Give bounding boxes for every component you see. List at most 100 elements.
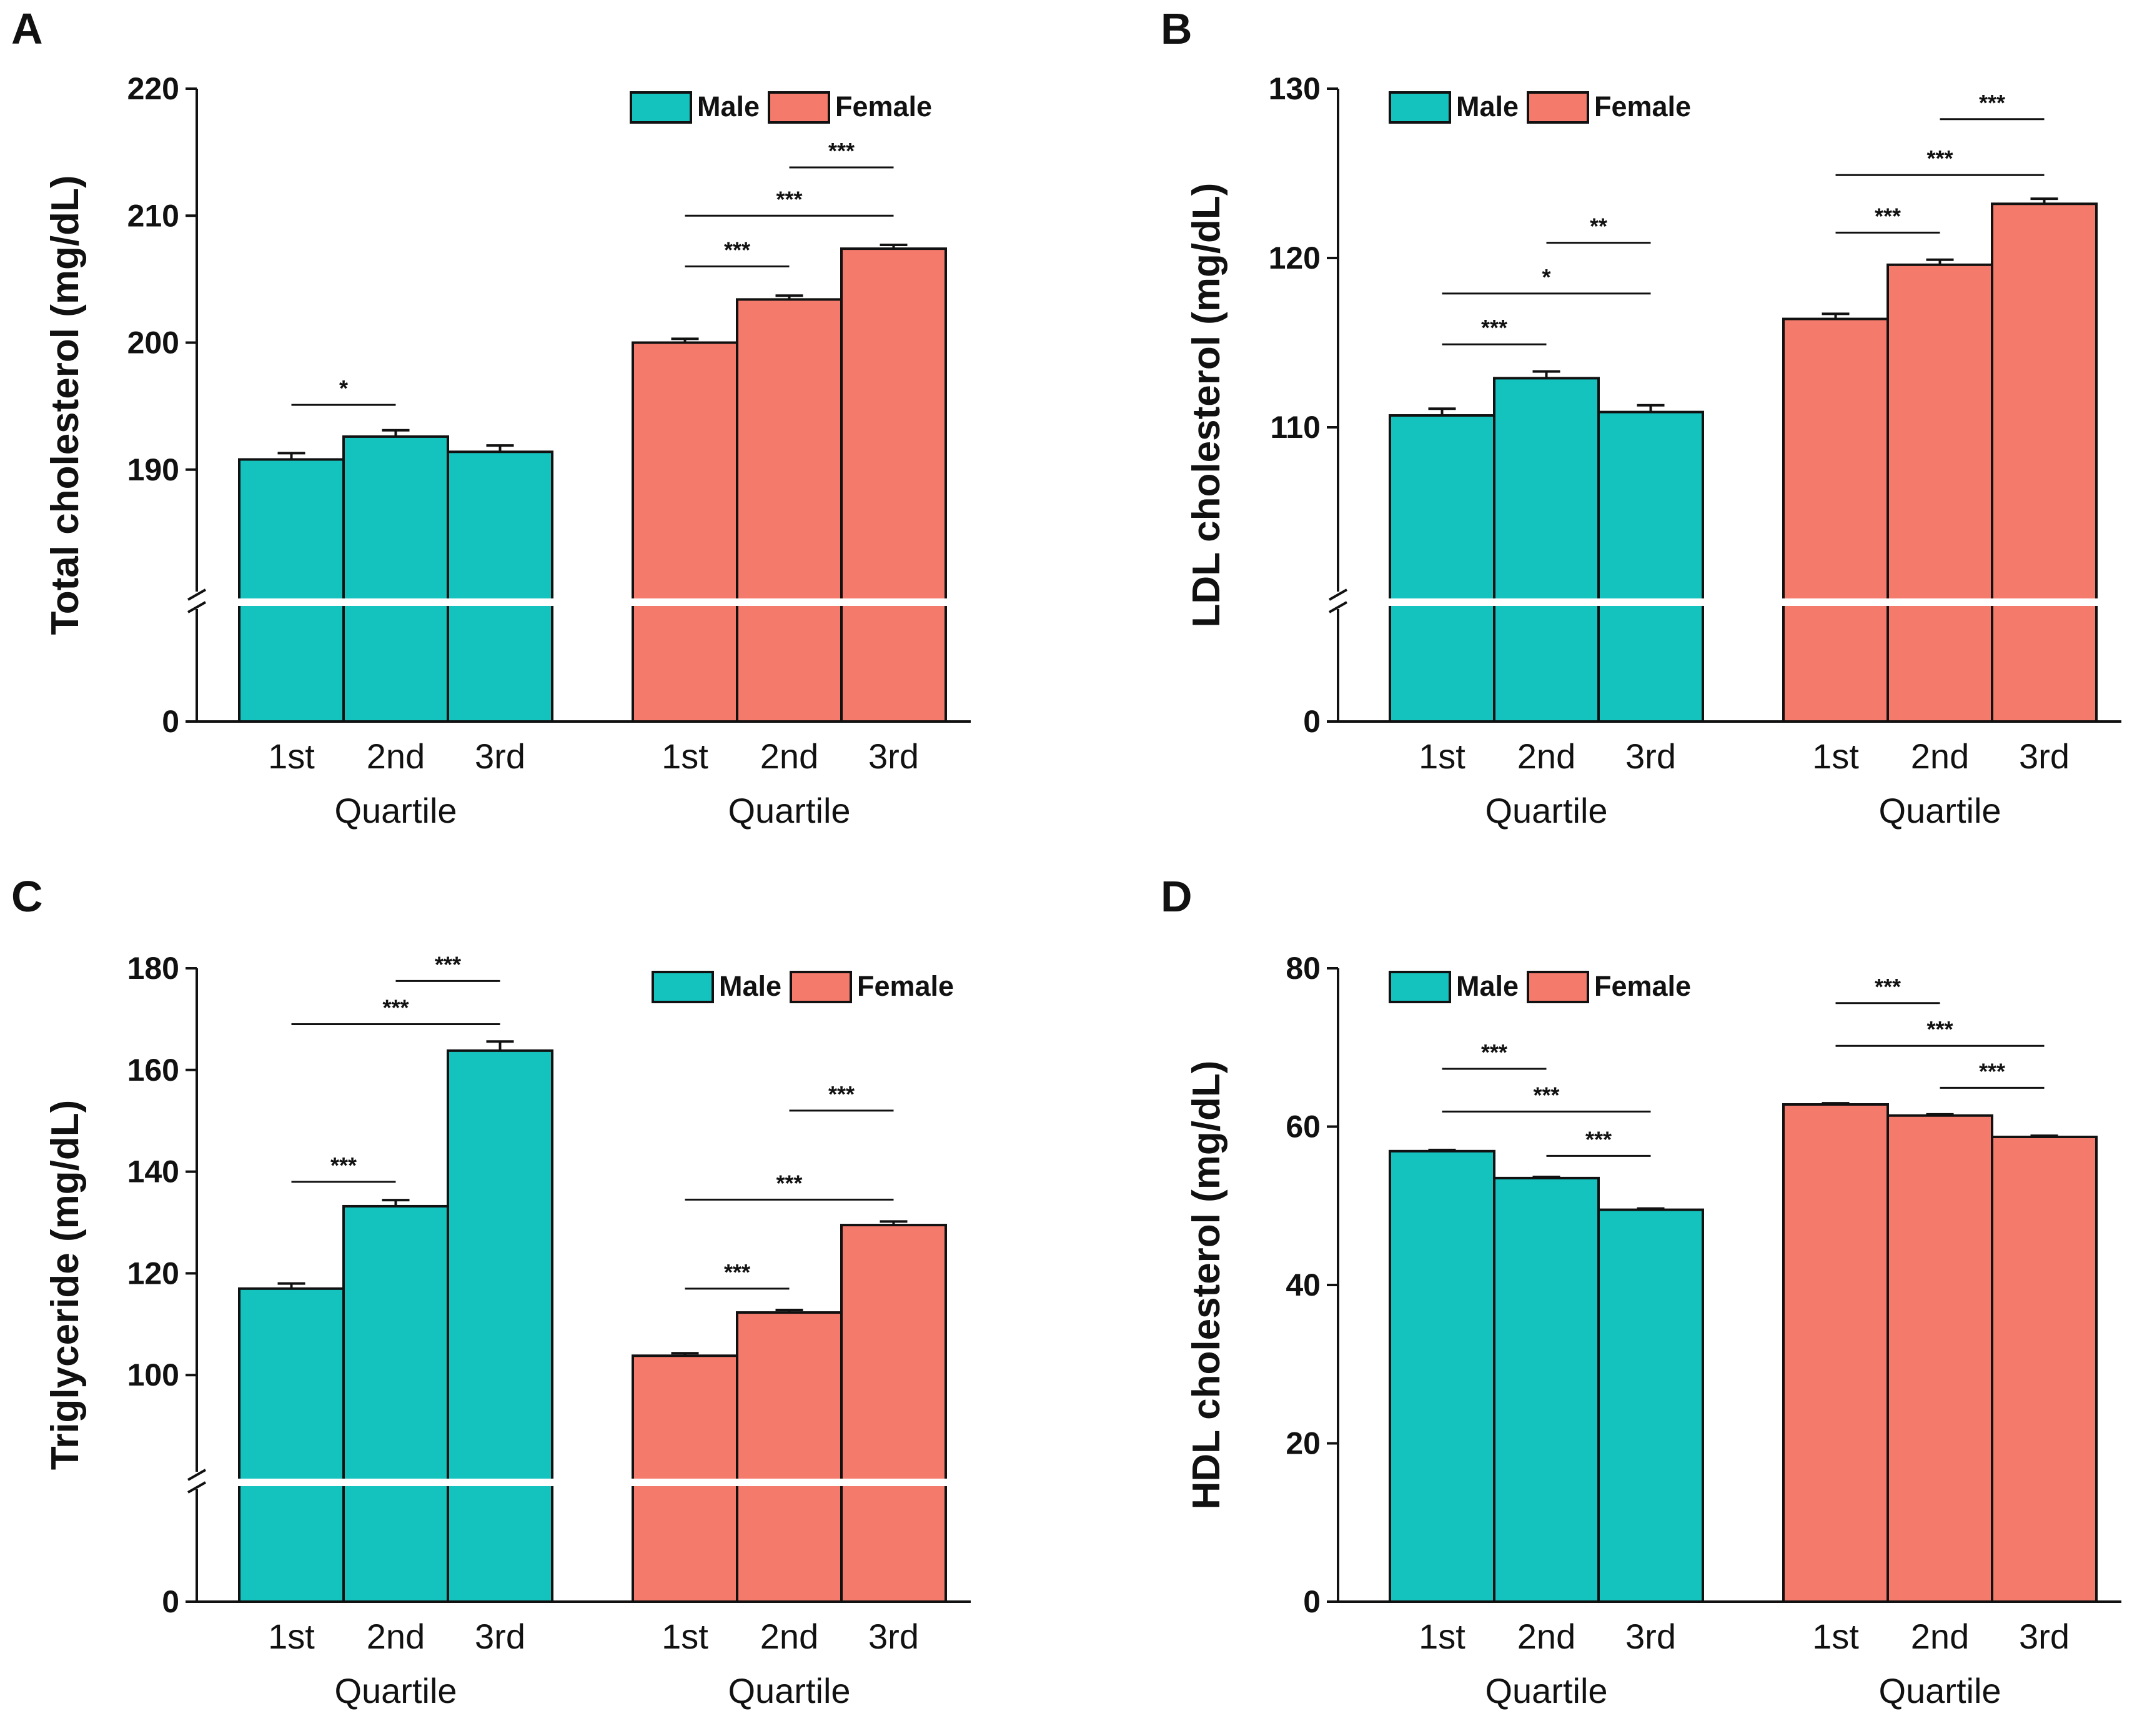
legend-swatch-male	[652, 971, 714, 1003]
y-tick-label: 100	[127, 1357, 179, 1392]
x-category-label: 1st	[1419, 1617, 1465, 1656]
significance-label: *	[339, 375, 348, 401]
significance-label: ***	[1585, 1126, 1612, 1152]
axis-break-mark	[187, 1481, 206, 1494]
significance-label: ***	[382, 995, 409, 1021]
panel-label: B	[1161, 4, 1193, 53]
panel-c: C 100 120 140 160 180 0 1st 2nd 3rd Quartile 1st 2n…	[0, 868, 1076, 1735]
legend-swatch-female	[1527, 91, 1589, 124]
axis-break-mark	[187, 601, 206, 613]
y-tick-label: 60	[1286, 1109, 1321, 1144]
x-category-label: 2nd	[367, 737, 425, 776]
panel-label: D	[1161, 872, 1193, 921]
legend-swatch-female	[1527, 971, 1589, 1003]
x-category-label: 2nd	[760, 737, 818, 776]
x-category-label: 3rd	[868, 737, 919, 776]
axis-break-band	[196, 598, 952, 606]
bar-male-3rd	[1597, 410, 1704, 723]
significance-label: ***	[1533, 1082, 1559, 1108]
panel-label: C	[11, 872, 43, 921]
panel-label: A	[11, 4, 43, 53]
significance-label: ***	[776, 186, 802, 212]
axis-break-mark	[1329, 588, 1347, 601]
x-category-label: 3rd	[2019, 737, 2070, 776]
x-category-label: 2nd	[367, 1617, 425, 1656]
y-tick-label: 200	[127, 325, 179, 360]
x-category-label: 2nd	[1911, 737, 1969, 776]
y-axis-label: LDL cholesterol (mg/dL)	[1185, 183, 1228, 628]
bar-female-1st	[1782, 317, 1889, 723]
x-axis-label: Quartile	[728, 791, 850, 830]
y-tick-label: 110	[1270, 410, 1321, 445]
x-category-label: 3rd	[868, 1617, 919, 1656]
significance-label: ***	[1481, 1039, 1507, 1065]
significance-label: ***	[1875, 203, 1901, 229]
significance-label: ***	[1926, 146, 1953, 171]
x-category-label: 1st	[1419, 737, 1465, 776]
bar-male-1st	[1389, 1149, 1495, 1604]
y-tick-label: 80	[1286, 951, 1321, 986]
axis-break-mark	[187, 588, 206, 601]
x-category-label: 3rd	[2019, 1617, 2070, 1656]
x-category-label: 3rd	[1625, 737, 1676, 776]
panel-d: D 0 20 40 60 80 1st 2nd 3rd Quartile 1st 2nd 3rd Qua…	[1149, 868, 2152, 1735]
legend-label-male: Male	[1456, 91, 1519, 122]
legend-label-female: Female	[857, 970, 954, 1002]
x-category-label: 1st	[268, 1617, 315, 1656]
legend-label-male: Male	[1456, 970, 1519, 1002]
bar-female-2nd	[736, 298, 843, 723]
significance-label: ***	[1481, 315, 1507, 340]
axis-break-band	[196, 1479, 952, 1486]
y-tick-label: 0	[162, 1584, 179, 1619]
x-axis-label: Quartile	[1485, 1671, 1607, 1710]
x-category-label: 2nd	[1517, 737, 1575, 776]
chart-a-total-cholesterol: 190 200 210 220 0 1st 2nd 3rd Quartile 1st 2nd 3rd Q…	[44, 71, 971, 830]
bar-female-2nd	[736, 1311, 843, 1603]
y-tick-label: 0	[1303, 1584, 1321, 1619]
legend-swatch-female	[790, 971, 852, 1003]
significance-label: ***	[724, 1259, 750, 1285]
y-tick-label: 220	[127, 71, 179, 106]
bar-male-2nd	[1493, 1176, 1600, 1603]
y-tick-label: 120	[1269, 241, 1321, 275]
legend-swatch-male	[1389, 971, 1451, 1003]
significance-label: *	[1542, 264, 1550, 290]
significance-label: ***	[435, 951, 461, 977]
chart-d-hdl-cholesterol: 0 20 40 60 80 1st 2nd 3rd Quartile 1st 2nd 3rd Quart…	[1185, 951, 2121, 1710]
bar-female-2nd	[1887, 263, 1993, 723]
significance-label: ***	[1979, 1058, 2005, 1084]
y-tick-label: 130	[1269, 71, 1321, 106]
bar-male-2nd	[1493, 377, 1600, 723]
x-category-label: 2nd	[760, 1617, 818, 1656]
x-category-label: 3rd	[475, 1617, 525, 1656]
y-tick-label: 0	[1303, 704, 1321, 739]
y-axis-label: Triglyceride (mg/dL)	[44, 1100, 87, 1471]
x-category-label: 1st	[1812, 737, 1859, 776]
significance-label: ***	[828, 1081, 855, 1107]
legend-swatch-male	[630, 91, 692, 124]
legend-label-female: Female	[835, 91, 932, 122]
panel-a: A 190 200 210 220 0 1st 2nd 3rd Quartile 1st 2nd 3r…	[0, 0, 1076, 868]
y-tick-label: 20	[1286, 1426, 1321, 1461]
bar-female-2nd	[1887, 1114, 1993, 1603]
y-tick-label: 0	[162, 704, 179, 739]
x-axis-label: Quartile	[1878, 791, 2001, 830]
x-axis-label: Quartile	[728, 1671, 850, 1710]
bar-female-1st	[1782, 1103, 1889, 1603]
bar-female-3rd	[840, 247, 947, 723]
bar-female-1st	[632, 341, 738, 723]
chart-b-ldl-cholesterol: 110 120 130 0 1st 2nd 3rd Quartile 1st 2nd 3rd Quar…	[1185, 71, 2121, 830]
significance-label: ***	[828, 138, 855, 164]
axis-break-mark	[1329, 601, 1347, 613]
x-category-label: 1st	[1812, 1617, 1859, 1656]
bar-male-1st	[238, 458, 345, 723]
bar-female-3rd	[1991, 202, 2098, 723]
significance-label: ***	[724, 237, 750, 263]
legend-swatch-female	[768, 91, 830, 124]
x-axis-label: Quartile	[334, 791, 457, 830]
significance-label: ***	[1926, 1016, 1953, 1042]
bar-female-3rd	[1991, 1135, 2098, 1604]
legend-label-male: Male	[697, 91, 760, 122]
y-tick-label: 160	[127, 1053, 179, 1088]
